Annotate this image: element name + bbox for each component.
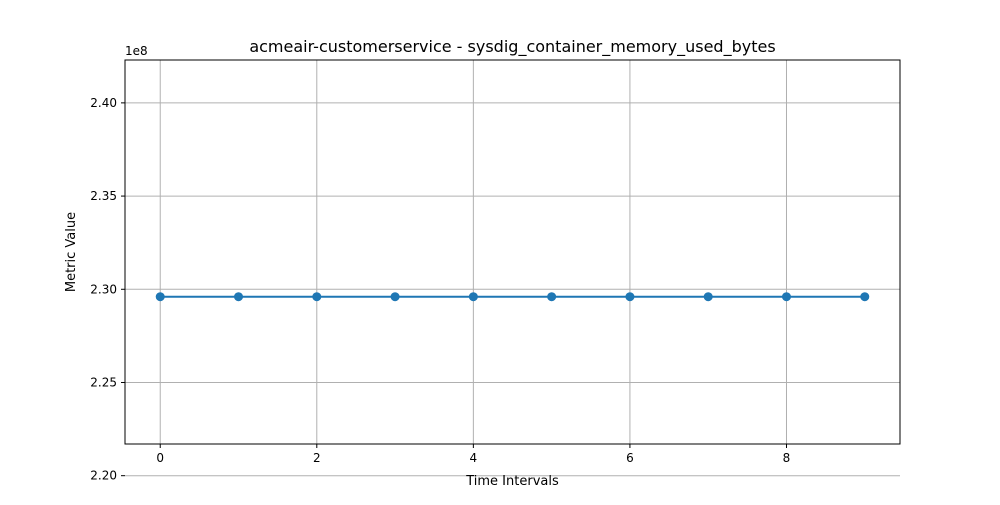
y-axis-offset-label: 1e8 — [125, 44, 148, 58]
y-axis-label: Metric Value — [64, 212, 79, 292]
data-point — [625, 292, 635, 302]
y-tick-label: 2.35 — [90, 189, 117, 203]
x-tick-label: 8 — [783, 451, 791, 465]
data-point — [703, 292, 713, 302]
x-tick-label: 6 — [626, 451, 634, 465]
x-tick-label: 0 — [156, 451, 164, 465]
x-tick-label: 4 — [470, 451, 478, 465]
x-axis-label: Time Intervals — [465, 474, 559, 489]
data-point — [312, 292, 322, 302]
data-point — [234, 292, 244, 302]
data-point — [781, 292, 791, 302]
series-layer — [155, 292, 870, 302]
grid — [125, 60, 900, 477]
data-point — [390, 292, 400, 302]
x-tick-label: 2 — [313, 451, 321, 465]
data-point — [155, 292, 165, 302]
data-point — [860, 292, 870, 302]
y-tick-label: 2.40 — [90, 96, 117, 110]
y-tick-label: 2.30 — [90, 282, 117, 296]
y-tick-label: 2.20 — [90, 469, 117, 483]
data-point — [547, 292, 557, 302]
chart-title: acmeair-customerservice - sysdig_contain… — [249, 37, 775, 57]
data-point — [468, 292, 478, 302]
ticks: 0 2 4 6 8 2.20 2.25 2.30 2.35 2.40 — [90, 96, 790, 483]
y-tick-label: 2.25 — [90, 375, 117, 389]
plot-frame — [124, 59, 901, 445]
